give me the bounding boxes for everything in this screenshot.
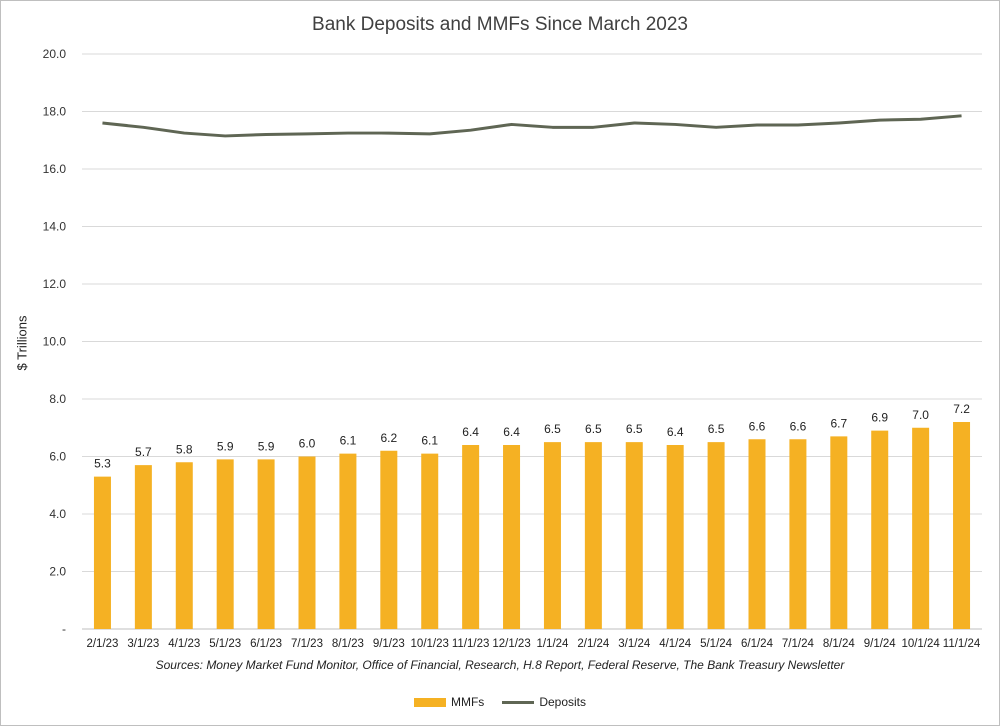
x-tick-label: 7/1/23	[291, 638, 323, 650]
bar-mmfs	[462, 445, 480, 629]
data-label-mmfs: 6.1	[340, 434, 357, 448]
legend-label-deposits: Deposits	[539, 695, 586, 709]
x-tick-label: 1/1/24	[536, 638, 569, 650]
y-tick-label: -	[62, 622, 66, 636]
chart-title: Bank Deposits and MMFs Since March 2023	[312, 14, 688, 35]
x-tick-label: 4/1/24	[659, 638, 692, 650]
data-label-mmfs: 6.4	[503, 425, 520, 439]
bar-mmfs	[789, 439, 807, 629]
y-tick-label: 14.0	[43, 220, 67, 234]
y-tick-label: 16.0	[43, 162, 67, 176]
y-tick-label: 18.0	[43, 105, 67, 119]
bar-mmfs	[216, 459, 234, 629]
bar-mmfs	[912, 427, 930, 629]
data-label-mmfs: 5.9	[217, 439, 234, 453]
data-label-mmfs: 7.0	[912, 408, 929, 422]
data-label-mmfs: 6.7	[830, 416, 847, 430]
line-deposits	[102, 114, 962, 138]
y-tick-label: 10.0	[43, 335, 67, 349]
data-label-mmfs: 6.5	[585, 422, 602, 436]
data-label-mmfs: 5.7	[135, 445, 152, 459]
data-label-mmfs: 6.0	[299, 437, 316, 451]
x-tick-label: 12/1/23	[492, 638, 530, 650]
bar-mmfs	[707, 442, 725, 629]
x-tick-label: 6/1/23	[250, 638, 282, 650]
legend-swatch-mmfs	[413, 697, 446, 707]
x-tick-label: 7/1/24	[782, 638, 815, 650]
data-label-mmfs: 5.8	[176, 442, 193, 456]
bar-mmfs	[421, 453, 439, 629]
bar-mmfs	[380, 450, 398, 629]
bar-mmfs	[871, 430, 889, 629]
bar-mmfs	[93, 476, 111, 629]
legend-swatch-deposits	[502, 700, 535, 704]
bar-mmfs	[748, 439, 766, 629]
x-tick-label: 5/1/24	[700, 638, 733, 650]
bar-mmfs	[666, 445, 684, 629]
x-tick-label: 2/1/24	[577, 638, 610, 650]
bar-mmfs	[953, 422, 971, 629]
data-label-mmfs: 6.2	[380, 431, 397, 445]
y-tick-label: 6.0	[49, 450, 66, 464]
y-tick-label: 8.0	[49, 392, 66, 406]
data-label-mmfs: 6.9	[871, 411, 888, 425]
legend-item-mmfs: MMFs	[413, 695, 485, 709]
x-tick-label: 9/1/23	[373, 638, 405, 650]
bar-mmfs	[543, 442, 561, 629]
bar-mmfs	[298, 456, 316, 629]
data-label-mmfs: 6.4	[667, 425, 684, 439]
y-tick-label: 20.0	[43, 47, 67, 61]
data-label-mmfs: 6.5	[544, 422, 561, 436]
x-tick-label: 3/1/24	[618, 638, 651, 650]
x-tick-label: 4/1/23	[168, 638, 200, 650]
legend-label-mmfs: MMFs	[450, 695, 485, 709]
source-note: Sources: Money Market Fund Monitor, Offi…	[155, 658, 845, 672]
x-tick-label: 8/1/24	[823, 638, 856, 650]
x-tick-label: 10/1/24	[901, 638, 940, 650]
data-label-mmfs: 5.3	[94, 457, 111, 471]
y-tick-label: 4.0	[49, 507, 66, 521]
x-tick-label: 5/1/23	[209, 638, 241, 650]
x-tick-label: 11/1/24	[943, 638, 981, 650]
data-label-mmfs: 6.4	[462, 425, 479, 439]
x-tick-label: 3/1/23	[127, 638, 159, 650]
bar-mmfs	[175, 462, 193, 629]
y-tick-label: 2.0	[49, 565, 66, 579]
legend-item-deposits: Deposits	[502, 695, 586, 709]
bar-mmfs	[584, 442, 602, 629]
data-label-mmfs: 6.5	[708, 422, 725, 436]
bar-mmfs	[830, 436, 848, 629]
data-label-mmfs: 7.2	[953, 402, 970, 416]
x-tick-label: 10/1/23	[411, 638, 449, 650]
x-tick-label: 11/1/23	[452, 638, 490, 650]
bar-mmfs	[134, 465, 152, 629]
data-label-mmfs: 6.5	[626, 422, 643, 436]
x-tick-label: 8/1/23	[332, 638, 364, 650]
x-tick-label: 2/1/23	[86, 638, 118, 650]
data-label-mmfs: 6.1	[421, 434, 438, 448]
bar-mmfs	[503, 445, 521, 629]
bar-mmfs	[625, 442, 643, 629]
data-label-mmfs: 6.6	[790, 419, 807, 433]
legend: MMFs Deposits	[0, 695, 1000, 709]
x-tick-label: 6/1/24	[741, 638, 774, 650]
y-tick-label: 12.0	[43, 277, 67, 291]
data-label-mmfs: 5.9	[258, 439, 275, 453]
data-label-mmfs: 6.6	[749, 419, 766, 433]
bar-mmfs	[339, 453, 357, 629]
bar-mmfs	[257, 459, 275, 629]
x-tick-label: 9/1/24	[864, 638, 897, 650]
